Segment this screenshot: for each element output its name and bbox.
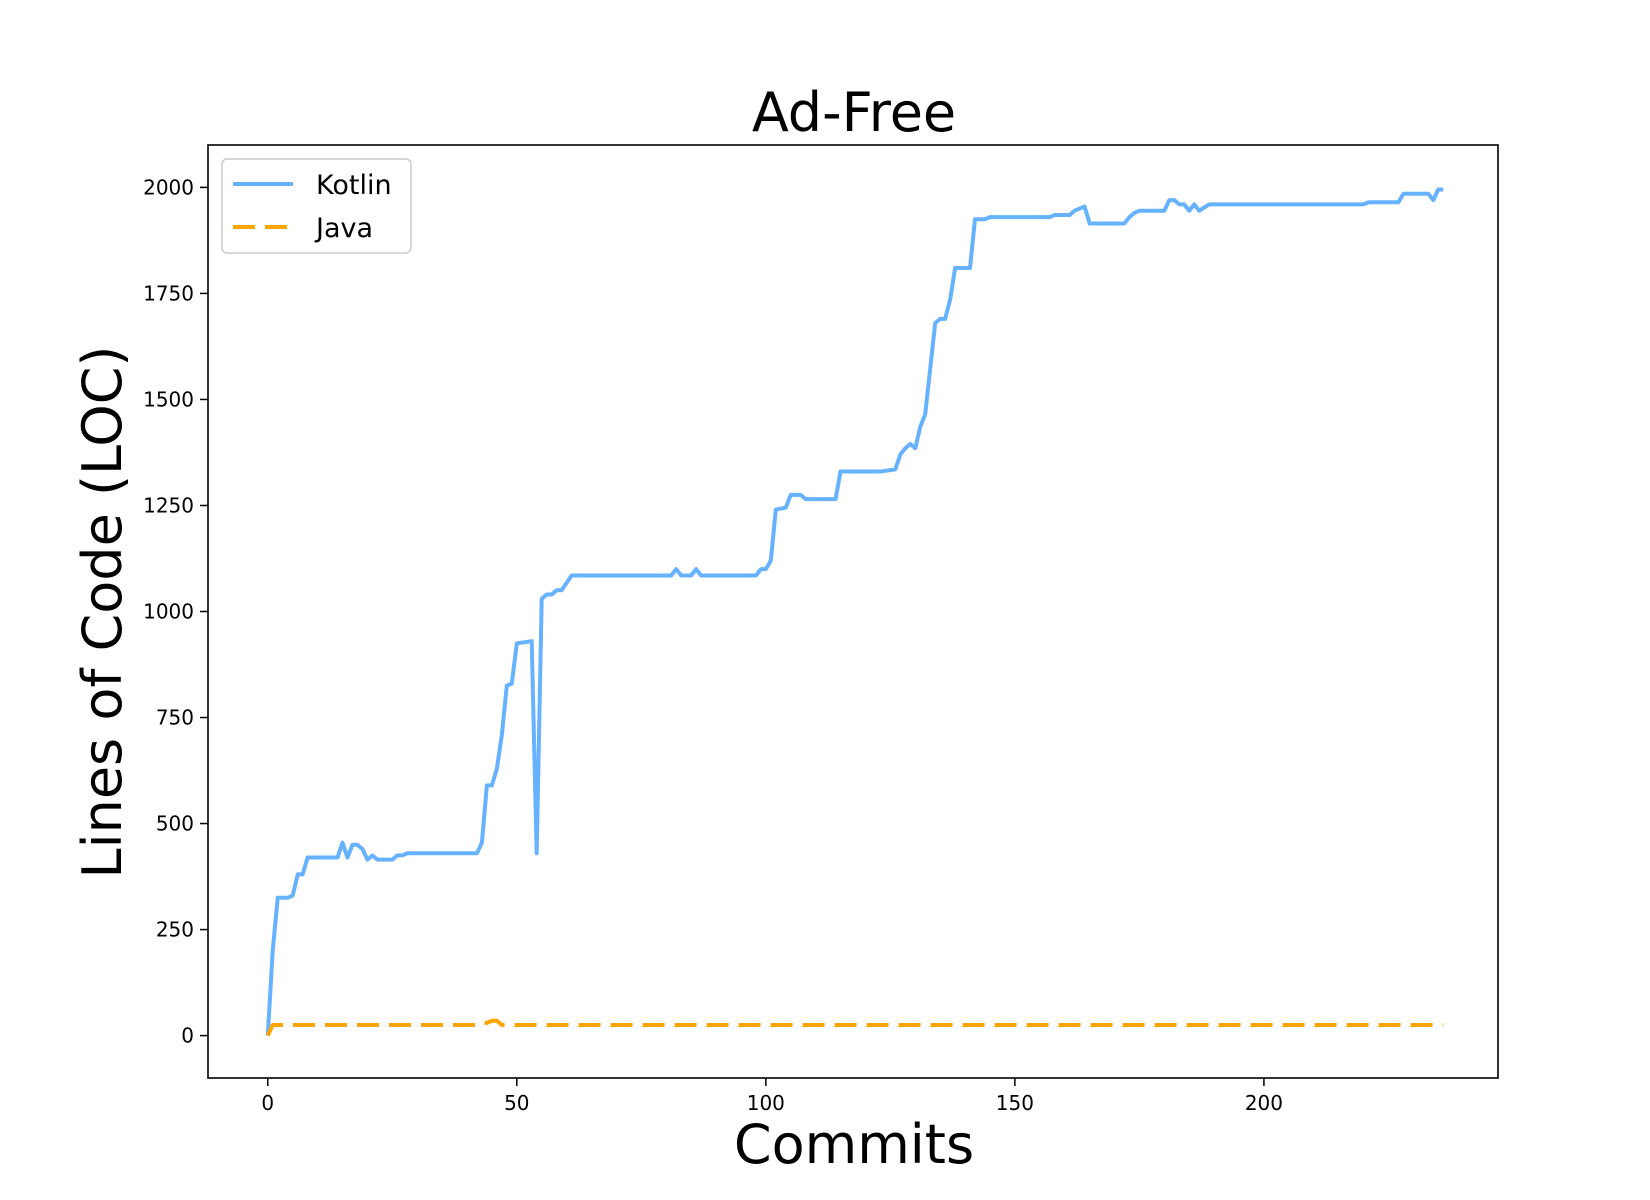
plot-frame <box>207 144 1499 1079</box>
y-tick-label: 1000 <box>143 600 194 624</box>
series-line-java <box>265 1018 1444 1037</box>
y-tick-label: 250 <box>156 918 194 942</box>
legend: Kotlin Java <box>221 158 412 254</box>
legend-label-kotlin: Kotlin <box>316 170 392 201</box>
x-tick-label: 200 <box>1245 1091 1283 1115</box>
y-tick-label: 1500 <box>143 387 194 411</box>
y-tick-label: 500 <box>156 812 194 836</box>
plot-area <box>265 187 1444 1037</box>
x-tick-label: 0 <box>261 1091 274 1115</box>
y-tick-label: 0 <box>181 1024 194 1048</box>
y-tick-label: 2000 <box>143 175 194 199</box>
x-axis: 0 50 100 150 200 <box>261 1078 1283 1115</box>
y-axis-label: Lines of Code (LOC) <box>71 346 134 879</box>
chart-title: Ad-Free <box>752 81 956 144</box>
x-tick-label: 50 <box>504 1091 529 1115</box>
y-tick-label: 1750 <box>143 281 194 305</box>
legend-label-java: Java <box>314 213 373 244</box>
x-tick-label: 100 <box>747 1091 785 1115</box>
y-tick-label: 1250 <box>143 493 194 517</box>
x-axis-label: Commits <box>734 1113 974 1176</box>
series-line-kotlin <box>265 187 1444 1036</box>
y-tick-label: 750 <box>156 706 194 730</box>
y-axis: 0 250 500 750 1000 1250 1500 1750 2000 <box>143 175 208 1048</box>
x-tick-label: 150 <box>996 1091 1034 1115</box>
